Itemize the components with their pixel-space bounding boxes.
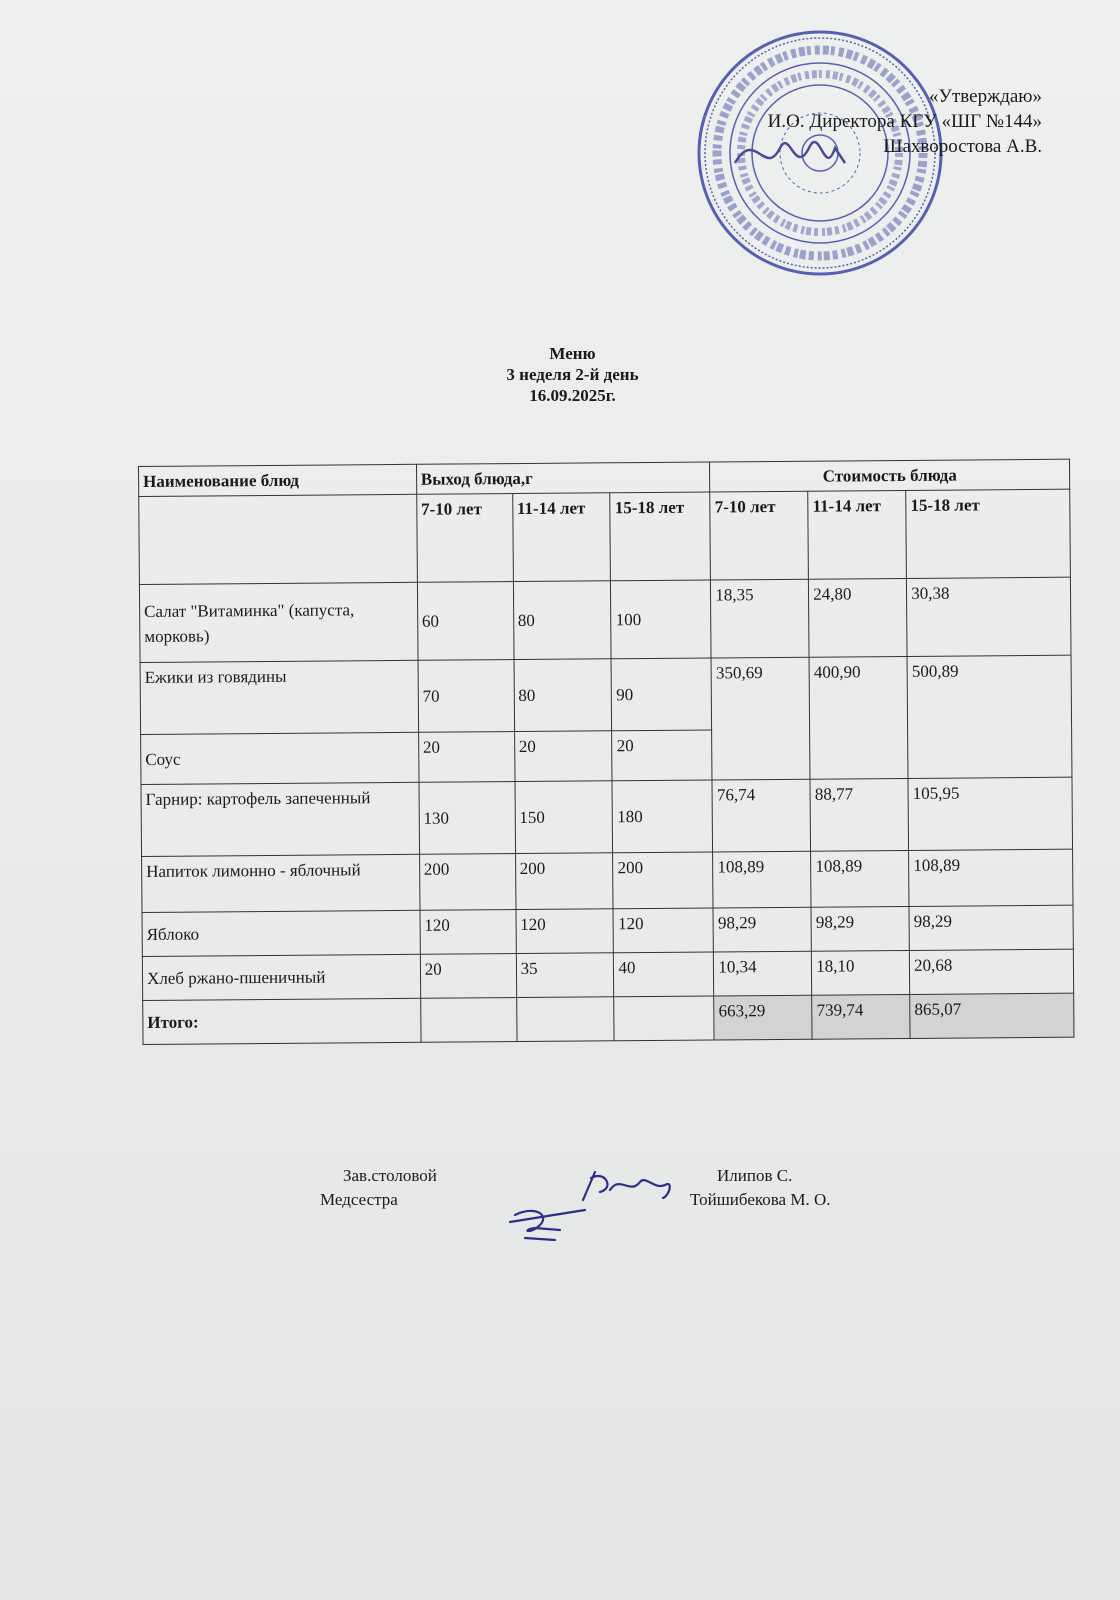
- total-cost-cell: 739,74: [811, 994, 911, 1040]
- handwritten-signature: [508, 1170, 671, 1242]
- header-yield-age: 11-14 лет: [512, 492, 611, 582]
- yield-cell: 20: [420, 953, 517, 999]
- table-row: Ежики из говядины 70 80 90 350,69 400,90…: [140, 655, 1072, 780]
- header-yield: Выход блюда,г: [416, 462, 711, 495]
- yield-cell: 120: [515, 908, 614, 954]
- header-dish-name: Наименование блюд: [138, 464, 417, 497]
- dish-name: Салат "Витаминка" (капуста, морковь): [139, 582, 418, 663]
- dish-name: Ежики из говядины: [140, 660, 419, 735]
- cost-cell: 88,77: [810, 778, 909, 852]
- cost-cell: 18,35: [710, 579, 810, 659]
- approver-name: Шахворостова А.В.: [883, 136, 1042, 157]
- yield-cell: 20: [612, 730, 713, 781]
- table-total-row: Итого: 663,29 739,74 865,07: [142, 993, 1075, 1045]
- total-yield-empty: [420, 997, 517, 1043]
- total-cost-cell: 663,29: [714, 995, 813, 1040]
- cost-cell: 98,29: [713, 907, 812, 952]
- cost-cell: 20,68: [909, 949, 1074, 995]
- cost-cell: 24,80: [808, 578, 908, 658]
- cost-cell: 98,29: [811, 906, 910, 952]
- table-row: Гарнир: картофель запеченный 130 150 180…: [141, 777, 1073, 857]
- yield-cell: 20: [418, 731, 515, 783]
- yield-cell: 80: [512, 580, 612, 660]
- yield-cell: 130: [418, 781, 516, 855]
- dish-name: Хлеб ржано-пшеничный: [142, 954, 421, 1001]
- yield-cell: 120: [613, 907, 714, 953]
- page-title: Меню 3 неделя 2-й день 16.09.2025г.: [0, 343, 1120, 406]
- signature-role-2: Медсестра: [320, 1190, 398, 1209]
- menu-table: Наименование блюд Выход блюда,г Стоимост…: [138, 459, 1075, 1045]
- menu-week-day: 3 неделя 2-й день: [506, 365, 639, 384]
- cost-cell: 105,95: [908, 777, 1073, 851]
- yield-cell: 90: [611, 658, 712, 731]
- menu-date: 16.09.2025г.: [529, 386, 616, 405]
- yield-cell: 100: [610, 580, 712, 659]
- header-empty: [138, 494, 418, 585]
- yield-cell: 60: [417, 581, 514, 661]
- cost-cell: 30,38: [906, 577, 1072, 657]
- approver-position: И.О. Директора КГУ «ШГ №144»: [767, 111, 1042, 132]
- yield-cell: 20: [514, 730, 613, 782]
- dish-name: Соус: [140, 732, 419, 785]
- yield-cell: 200: [613, 851, 714, 909]
- yield-cell: 80: [513, 658, 613, 732]
- cost-cell: 108,89: [810, 850, 910, 908]
- cost-cell: 10,34: [713, 951, 812, 996]
- cost-cell: 76,74: [712, 779, 811, 852]
- cost-cell: 350,69: [711, 657, 811, 780]
- header-cost: Стоимость блюда: [709, 459, 1070, 493]
- yield-cell: 70: [417, 659, 515, 733]
- table-row: Хлеб ржано-пшеничный 20 35 40 10,34 18,1…: [142, 949, 1074, 1001]
- table-row: Яблоко 120 120 120 98,29 98,29 98,29: [142, 905, 1074, 957]
- official-stamp: [697, 30, 943, 276]
- total-cost-cell: 865,07: [909, 993, 1075, 1039]
- cost-cell: 500,89: [907, 655, 1072, 779]
- dish-name: Напиток лимонно - яблочный: [141, 854, 420, 913]
- cost-cell: 108,89: [908, 849, 1073, 907]
- header-yield-age: 15-18 лет: [610, 492, 711, 581]
- cost-cell: 108,89: [712, 851, 812, 908]
- table-age-row: 7-10 лет 11-14 лет 15-18 лет 7-10 лет 11…: [138, 489, 1071, 585]
- yield-cell: 40: [613, 951, 715, 997]
- yield-cell: 200: [419, 853, 516, 911]
- header-cost-age: 11-14 лет: [807, 490, 907, 580]
- table-row: Напиток лимонно - яблочный 200 200 200 1…: [141, 849, 1073, 913]
- yield-cell: 150: [514, 780, 614, 854]
- table-row: Салат "Витаминка" (капуста, морковь) 60 …: [139, 577, 1072, 663]
- menu-title: Меню: [549, 344, 596, 363]
- signature-name-1: Илипов С.: [717, 1166, 793, 1185]
- cost-cell: 400,90: [809, 656, 909, 780]
- yield-cell: 120: [419, 909, 516, 955]
- approval-block: «Утверждаю» И.О. Директора КГУ «ШГ №144»…: [768, 84, 1042, 159]
- header-yield-age: 7-10 лет: [416, 493, 513, 583]
- dish-name: Гарнир: картофель запеченный: [141, 782, 420, 857]
- cost-cell: 98,29: [909, 905, 1074, 951]
- total-yield-empty: [516, 996, 615, 1042]
- yield-cell: 35: [515, 952, 615, 998]
- total-yield-empty: [614, 995, 715, 1041]
- yield-cell: 180: [612, 779, 713, 853]
- header-cost-age: 15-18 лет: [905, 489, 1071, 579]
- approval-heading: «Утверждаю»: [929, 86, 1042, 107]
- total-label: Итого:: [142, 998, 421, 1045]
- signature-name-2: Тойшибекова М. О.: [690, 1190, 831, 1209]
- header-cost-age: 7-10 лет: [710, 491, 809, 581]
- dish-name: Яблоко: [142, 910, 421, 957]
- yield-cell: 200: [515, 852, 614, 910]
- signature-role-1: Зав.столовой: [343, 1166, 437, 1185]
- cost-cell: 18,10: [811, 950, 910, 996]
